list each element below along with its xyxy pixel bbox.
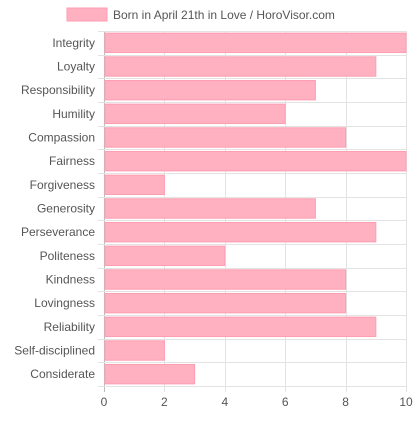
category-label: Compassion (28, 131, 95, 145)
grid-layer (98, 31, 407, 392)
bar-considerate[interactable] (104, 363, 196, 385)
bar-fairness[interactable] (104, 150, 407, 172)
category-label: Forgiveness (30, 178, 95, 192)
bar-humility[interactable] (104, 103, 286, 125)
category-label: Perseverance (21, 225, 95, 239)
category-label: Loyalty (57, 60, 95, 74)
category-label: Fairness (49, 154, 95, 168)
bar-integrity[interactable] (104, 32, 407, 54)
x-tick-label: 2 (161, 395, 168, 409)
x-axis: 0 2 4 6 8 10 (101, 395, 413, 409)
y-axis: Integrity Loyalty Responsibility Humility Co… (14, 36, 95, 381)
bar-compassion[interactable] (104, 127, 347, 148)
bar-generosity[interactable] (104, 198, 316, 219)
bar-self-disciplined[interactable] (104, 340, 165, 361)
bar-kindness[interactable] (104, 269, 347, 290)
category-label: Integrity (52, 36, 95, 50)
category-label: Responsibility (21, 83, 95, 97)
bar-loyalty[interactable] (104, 56, 377, 77)
category-label: Reliability (44, 320, 95, 334)
x-tick-label: 10 (399, 395, 413, 409)
bar-reliability[interactable] (104, 316, 377, 338)
category-label: Considerate (30, 367, 95, 381)
x-tick-label: 6 (282, 395, 289, 409)
category-label: Humility (52, 107, 95, 121)
category-label: Lovingness (34, 296, 95, 310)
category-label: Kindness (46, 273, 95, 287)
bars-layer (104, 32, 407, 385)
bar-forgiveness[interactable] (104, 174, 165, 196)
bar-perseverance[interactable] (104, 221, 377, 243)
bar-politeness[interactable] (104, 245, 226, 267)
category-label: Self-disciplined (14, 344, 95, 358)
legend[interactable]: Born in April 21th in Love / HoroVisor.c… (66, 7, 335, 22)
legend-label: Born in April 21th in Love / HoroVisor.c… (113, 8, 335, 22)
category-label: Politeness (40, 249, 95, 263)
bar-responsibility[interactable] (104, 79, 316, 101)
x-tick-label: 0 (101, 395, 108, 409)
category-label: Generosity (37, 202, 95, 216)
legend-swatch (66, 7, 108, 22)
bar-lovingness[interactable] (104, 292, 347, 314)
x-tick-label: 4 (221, 395, 228, 409)
x-tick-label: 8 (342, 395, 349, 409)
